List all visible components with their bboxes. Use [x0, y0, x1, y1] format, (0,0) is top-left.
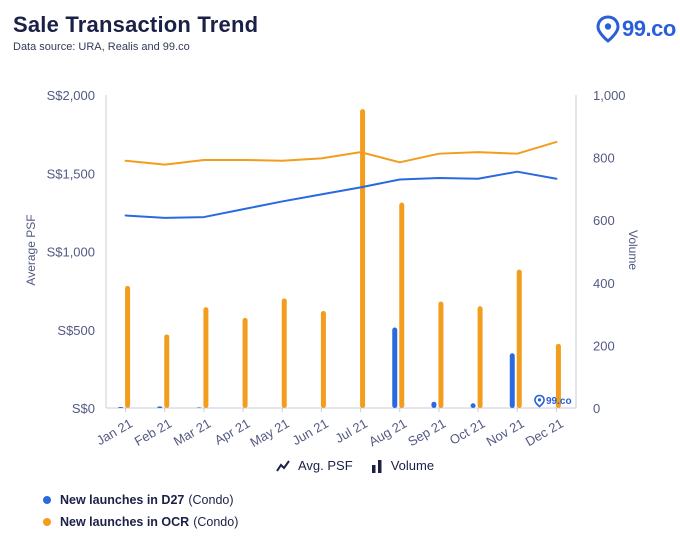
bar-ocr-volume — [399, 202, 405, 408]
bar-ocr-volume — [281, 298, 287, 408]
bar-ocr-volume — [125, 285, 131, 408]
bar-ocr-volume — [477, 306, 483, 408]
legend-volume[interactable]: Volume — [371, 458, 434, 473]
x-tick-label: Sep 21 — [405, 416, 448, 450]
right-axis: 0 200 400 600 800 1,000 — [575, 88, 626, 416]
legend-d27-label: New launches in D27 — [60, 493, 185, 507]
watermark-pin-icon — [534, 394, 545, 408]
line-ocr-avg-psf — [124, 140, 558, 166]
y-left-tick-label: S$0 — [72, 401, 95, 416]
legend-ocr[interactable]: New launches in OCR (Condo) — [43, 515, 238, 529]
x-tick-label: Jun 21 — [290, 416, 331, 449]
y-left-tick-label: S$1,500 — [47, 166, 95, 181]
bar-ocr-volume — [516, 269, 522, 408]
legend-d27-dot — [43, 496, 51, 504]
y-left-tick-label: S$1,000 — [47, 245, 95, 260]
location-pin-icon — [596, 15, 620, 43]
x-tick-label: Oct 21 — [447, 416, 488, 448]
y-left-tick-label: S$500 — [57, 323, 95, 338]
bar-ocr-volume — [555, 343, 561, 408]
bar-ocr-volume — [242, 317, 248, 408]
bar-series — [118, 109, 561, 409]
legend-avg-psf[interactable]: Avg. PSF — [276, 458, 353, 473]
chart-watermark: 99.co — [534, 394, 572, 408]
line-chart-icon — [276, 459, 290, 472]
legend-volume-label: Volume — [390, 458, 435, 473]
bar-ocr-volume — [360, 109, 366, 409]
bar-d27-volume — [196, 407, 202, 408]
legend-ocr-dot — [43, 518, 51, 526]
bar-chart-icon — [371, 459, 382, 473]
bar-d27-volume — [509, 353, 515, 408]
brand-logo: 99.co — [596, 14, 676, 44]
logo-text: 99.co — [622, 16, 676, 41]
bar-d27-volume — [392, 327, 398, 408]
x-tick-label: Jul 21 — [333, 416, 371, 446]
bar-d27-volume — [157, 406, 163, 408]
bar-ocr-volume — [438, 301, 444, 408]
x-tick-label: Dec 21 — [523, 416, 566, 450]
watermark-text: 99.co — [546, 395, 572, 407]
bar-ocr-volume — [164, 334, 170, 408]
y-right-tick-label: 200 — [593, 338, 615, 353]
x-tick-label: Mar 21 — [171, 416, 214, 449]
x-tick-label: Apr 21 — [212, 416, 253, 448]
legend-ocr-label: New launches in OCR — [60, 515, 190, 529]
y-right-tick-label: 800 — [593, 151, 615, 166]
y-right-tick-label: 0 — [593, 401, 600, 416]
legend-d27-qualifier: (Condo) — [188, 493, 234, 507]
x-tick-label: Aug 21 — [366, 416, 409, 450]
bar-d27-volume — [118, 407, 124, 408]
x-tick-label: Feb 21 — [132, 416, 175, 449]
line-d27-avg-psf — [124, 170, 558, 219]
bar-ocr-volume — [320, 310, 326, 408]
legend-d27[interactable]: New launches in D27 (Condo) — [43, 493, 234, 507]
bar-d27-volume — [431, 401, 437, 408]
chart-type-legend: Avg. PSF Volume — [276, 458, 452, 473]
y-right-tick-label: 400 — [593, 276, 615, 291]
y-left-tick-label: S$2,000 — [47, 88, 95, 103]
legend-ocr-qualifier: (Condo) — [193, 515, 239, 529]
y-right-tick-label: 1,000 — [593, 88, 626, 103]
x-tick-label: Jan 21 — [94, 416, 135, 449]
sale-trend-chart: S$0 S$500 S$1,000 S$1,500 S$2,000 0 200 400 600… — [24, 88, 640, 450]
y-axis-label-left: Average PSF — [24, 214, 38, 285]
chart-title: Sale Transaction Trend — [13, 12, 259, 37]
line-series — [124, 140, 558, 219]
bar-ocr-volume — [203, 307, 209, 408]
legend-avg-psf-label: Avg. PSF — [298, 458, 353, 473]
left-axis: S$0 S$500 S$1,000 S$1,500 S$2,000 — [47, 88, 107, 416]
x-tick-label: Nov 21 — [484, 416, 527, 450]
y-right-tick-label: 600 — [593, 213, 615, 228]
chart-subtitle: Data source: URA, Realis and 99.co — [13, 41, 190, 53]
x-tick-label: May 21 — [247, 416, 291, 450]
y-axis-label-right: Volume — [626, 230, 640, 270]
bar-d27-volume — [470, 403, 476, 408]
